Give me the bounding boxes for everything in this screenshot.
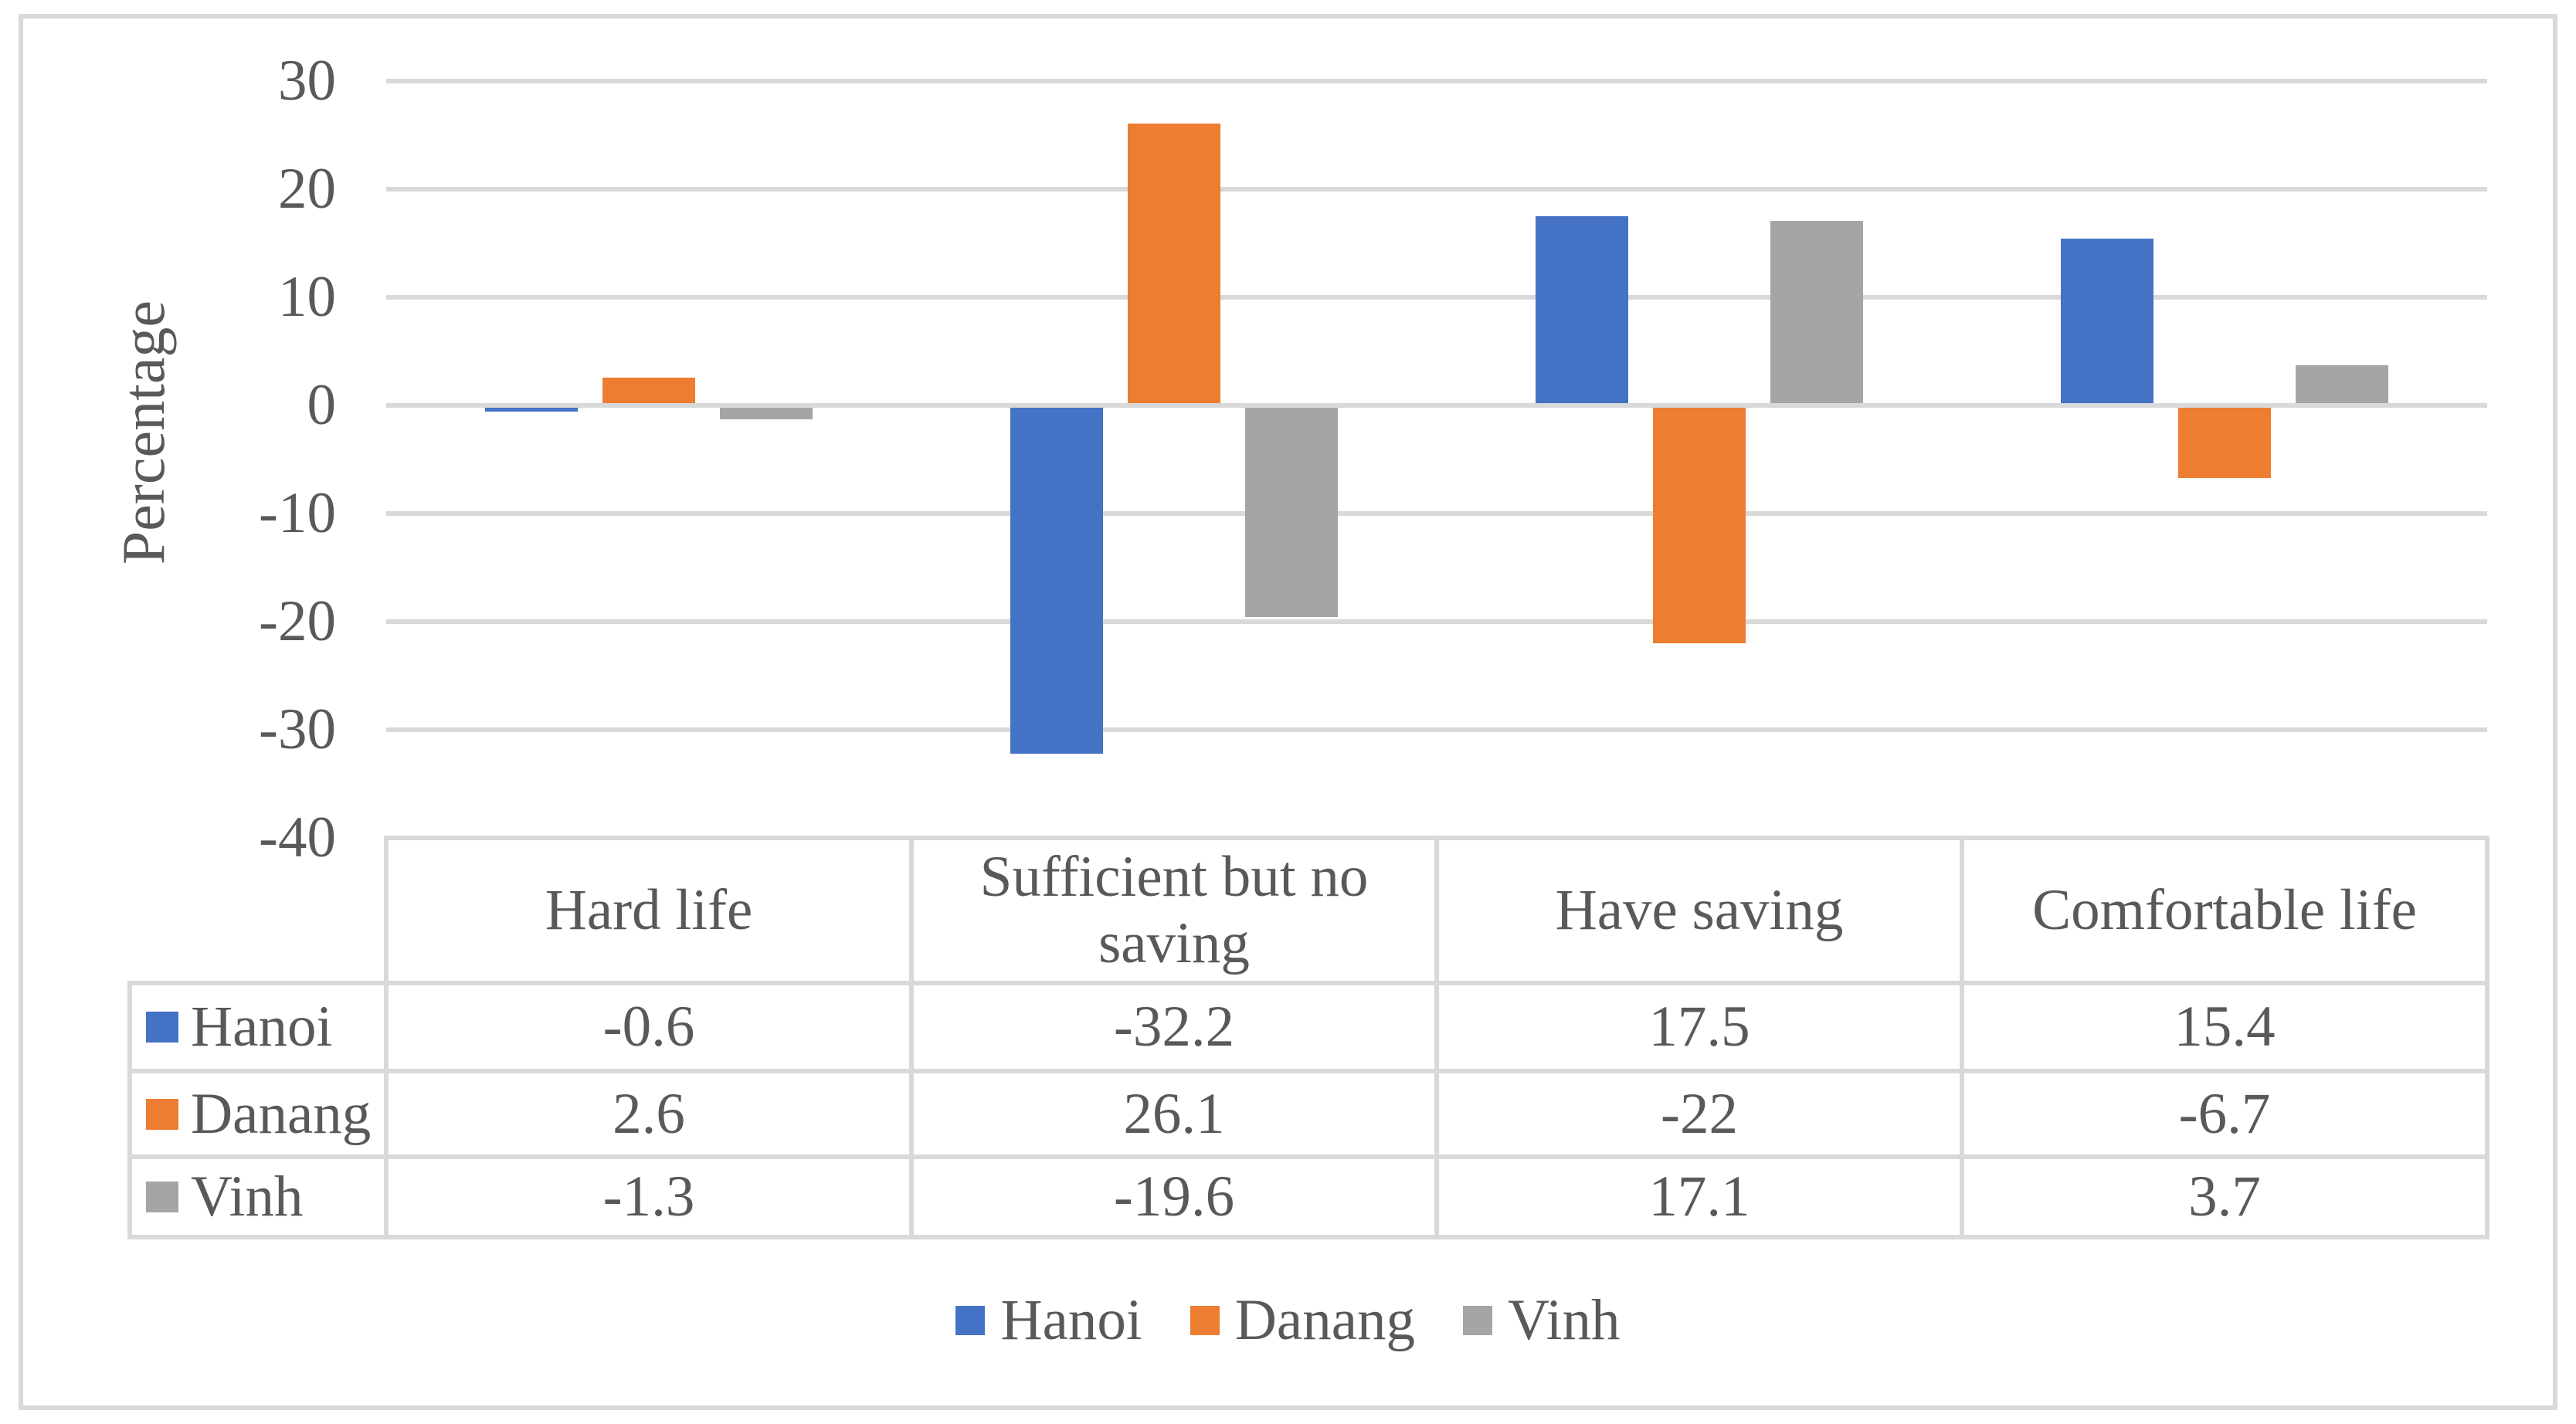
table-value-vinh-hard-life: -1.3 bbox=[384, 1154, 914, 1239]
table-value-danang-sufficient-but-no-saving: 26.1 bbox=[909, 1069, 1439, 1159]
y-tick--10: -10 bbox=[259, 481, 336, 545]
bar-vinh-sufficient-but-no-saving bbox=[1245, 408, 1338, 617]
bar-danang-hard-life bbox=[602, 378, 695, 403]
legend-swatch-hanoi bbox=[955, 1306, 986, 1335]
legend-label-hanoi: Hanoi bbox=[1000, 1288, 1142, 1352]
bar-hanoi-comfortable-life bbox=[2061, 239, 2153, 403]
bar-vinh-have-saving bbox=[1770, 221, 1863, 403]
table-value-hanoi-sufficient-but-no-saving: -32.2 bbox=[909, 981, 1439, 1073]
bar-hanoi-sufficient-but-no-saving bbox=[1010, 408, 1103, 754]
table-value-hanoi-hard-life: -0.6 bbox=[384, 981, 914, 1073]
legend-label-danang: Danang bbox=[1234, 1288, 1416, 1352]
table-value-vinh-comfortable-life: 3.7 bbox=[1960, 1154, 2489, 1239]
y-tick-10: 10 bbox=[278, 265, 336, 329]
gridline-0 bbox=[386, 403, 2487, 408]
bar-hanoi-have-saving bbox=[1536, 216, 1628, 403]
legend-item-hanoi: Hanoi bbox=[955, 1287, 1142, 1354]
y-tick-20: 20 bbox=[278, 157, 336, 221]
gridline-30 bbox=[386, 79, 2487, 83]
bar-hanoi-hard-life bbox=[485, 408, 578, 412]
legend-item-danang: Danang bbox=[1190, 1287, 1415, 1354]
y-tick--20: -20 bbox=[259, 589, 336, 653]
table-row-header-hanoi: Hanoi bbox=[127, 981, 389, 1073]
legend-swatch-danang bbox=[1190, 1306, 1220, 1335]
bar-danang-sufficient-but-no-saving bbox=[1128, 124, 1220, 403]
table-header-comfortable-life: Comfortable life bbox=[1960, 836, 2489, 985]
gridline--30 bbox=[386, 727, 2487, 732]
table-header-sufficient-but-no-saving: Sufficient but no saving bbox=[909, 836, 1439, 985]
series-swatch-danang bbox=[146, 1098, 178, 1130]
series-swatch-vinh bbox=[146, 1182, 178, 1212]
y-tick-30: 30 bbox=[278, 49, 336, 113]
series-swatch-hanoi bbox=[146, 1012, 178, 1043]
table-row-header-danang: Danang bbox=[127, 1069, 389, 1159]
gridline-10 bbox=[386, 295, 2487, 300]
legend-item-vinh: Vinh bbox=[1463, 1287, 1621, 1354]
y-tick--40: -40 bbox=[259, 805, 336, 870]
bar-vinh-hard-life bbox=[720, 408, 813, 419]
table-value-danang-comfortable-life: -6.7 bbox=[1960, 1069, 2489, 1159]
series-name-hanoi: Hanoi bbox=[191, 995, 333, 1059]
table-value-vinh-have-saving: 17.1 bbox=[1434, 1154, 1964, 1239]
bar-danang-comfortable-life bbox=[2178, 408, 2271, 478]
gridline--20 bbox=[386, 619, 2487, 624]
y-tick--30: -30 bbox=[259, 697, 336, 761]
gridline--10 bbox=[386, 511, 2487, 516]
table-header-have-saving: Have saving bbox=[1434, 836, 1964, 985]
table-value-hanoi-comfortable-life: 15.4 bbox=[1960, 981, 2489, 1073]
series-name-danang: Danang bbox=[191, 1081, 372, 1146]
table-value-danang-have-saving: -22 bbox=[1434, 1069, 1964, 1159]
bar-danang-have-saving bbox=[1653, 408, 1746, 643]
table-value-danang-hard-life: 2.6 bbox=[384, 1069, 914, 1159]
series-name-vinh: Vinh bbox=[191, 1165, 304, 1229]
table-value-vinh-sufficient-but-no-saving: -19.6 bbox=[909, 1154, 1439, 1239]
y-tick-0: 0 bbox=[307, 373, 337, 437]
table-value-hanoi-have-saving: 17.5 bbox=[1434, 981, 1964, 1073]
gridline-20 bbox=[386, 187, 2487, 192]
legend: Hanoi Danang Vinh bbox=[0, 1288, 2576, 1352]
table-row-header-vinh: Vinh bbox=[127, 1154, 389, 1239]
legend-swatch-vinh bbox=[1463, 1306, 1493, 1335]
table-header-hard-life: Hard life bbox=[384, 836, 914, 985]
bar-vinh-comfortable-life bbox=[2296, 365, 2388, 403]
legend-label-vinh: Vinh bbox=[1508, 1288, 1621, 1352]
